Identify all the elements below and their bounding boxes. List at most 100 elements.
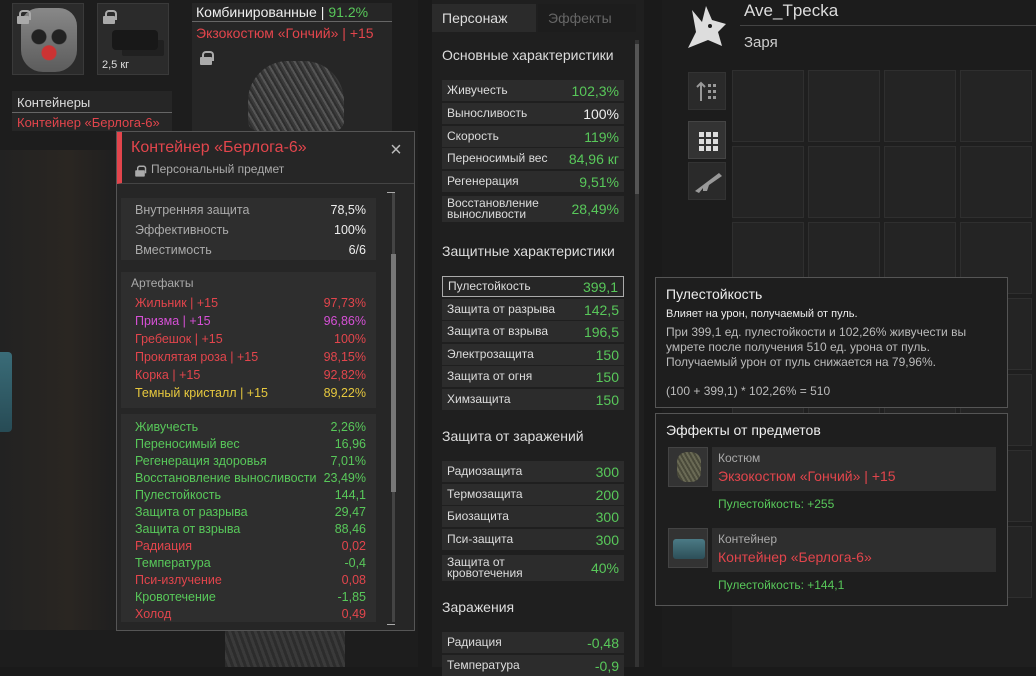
stat-row[interactable]: Защита от кровотечения 40% (442, 555, 624, 581)
tab-effects[interactable]: Эффекты (538, 4, 636, 32)
stat-row[interactable]: Выносливость 100% (442, 103, 624, 124)
popup-subtitle: Персональный предмет (151, 162, 285, 176)
inventory-cell[interactable] (960, 70, 1032, 142)
stat-label: Химзащита (447, 392, 511, 406)
stat-label: Живучесть (447, 83, 508, 97)
container-name: Контейнер «Берлога-6» (17, 115, 160, 130)
effect-row: Радиация 0,02 (121, 537, 376, 554)
stat-row[interactable]: Электрозащита 150 (442, 344, 624, 365)
lock-icon (17, 10, 31, 24)
inventory-cell[interactable] (960, 146, 1032, 218)
effect-label: Защита от взрыва (135, 521, 241, 536)
artifact-value: 96,86% (323, 314, 366, 328)
effect-value: 23,49% (323, 470, 366, 485)
popup-stat-label: Внутренняя защита (135, 203, 250, 217)
artifact-row[interactable]: Проклятая роза | +15 98,15% (121, 348, 376, 366)
artifact-row[interactable]: Корка | +15 92,82% (121, 366, 376, 384)
container-thumb-icon (668, 528, 708, 568)
stat-row[interactable]: Радиозащита 300 (442, 461, 624, 482)
stat-row[interactable]: Пулестойкость 399,1 (442, 276, 624, 297)
stat-label: Термозащита (447, 487, 523, 501)
mask-slot[interactable] (12, 3, 84, 75)
sort-button[interactable] (688, 72, 726, 110)
stat-row[interactable]: Защита от огня 150 (442, 366, 624, 387)
stat-row[interactable]: Химзащита 150 (442, 389, 624, 410)
stat-row[interactable]: Восстановление выносливости 28,49% (442, 196, 624, 222)
character-scrollbar[interactable] (635, 40, 639, 667)
stat-row[interactable]: Живучесть 102,3% (442, 80, 624, 101)
tooltip-detail-3: Получаемый урон от пуль снижается на 79,… (666, 355, 936, 369)
artifacts-label: Артефакты (131, 276, 194, 290)
tooltip-title: Пулестойкость (666, 286, 763, 302)
effect-label: Холод (135, 606, 172, 621)
effect-label: Восстановление выносливости (135, 470, 317, 485)
stat-value: 100% (583, 105, 619, 122)
popup-stats: Внутренняя защита 78,5% Эффективность 100% В… (121, 198, 376, 260)
stat-row[interactable]: Пси-защита 300 (442, 529, 624, 550)
stat-row[interactable]: Переносимый вес 84,96 кг (442, 148, 624, 169)
artifact-name: Жильник | +15 (135, 296, 219, 310)
stat-row[interactable]: Термозащита 200 (442, 484, 624, 505)
background-figure (0, 150, 116, 630)
inventory-cell[interactable] (884, 70, 956, 142)
artifact-name: Темный кристалл | +15 (135, 386, 268, 400)
inventory-cell[interactable] (808, 70, 880, 142)
containers-slot[interactable]: Контейнеры Контейнер «Берлога-6» (12, 91, 172, 131)
inventory-cell[interactable] (732, 70, 804, 142)
tab-character[interactable]: Персонаж (432, 4, 536, 32)
exosuit-legs (225, 630, 345, 667)
section-protective: Защитные характеристики (442, 243, 615, 259)
artifact-name: Проклятая роза | +15 (135, 350, 259, 364)
exosuit-icon (248, 61, 344, 131)
stat-label: Температура (447, 658, 520, 672)
stat-value: 300 (595, 508, 619, 525)
artifact-value: 100% (334, 332, 366, 346)
artifact-row[interactable]: Гребешок | +15 100% (121, 330, 376, 348)
stat-row[interactable]: Защита от взрыва 196,5 (442, 321, 624, 342)
tooltip-formula: (100 + 399,1) * 102,26% = 510 (666, 384, 831, 398)
inventory-cell[interactable] (732, 146, 804, 218)
player-faction: Заря (744, 34, 778, 51)
stat-value: 150 (595, 368, 619, 385)
stat-row[interactable]: Регенерация 9,51% (442, 171, 624, 192)
stat-label: Защита от разрыва (447, 302, 556, 316)
stat-row[interactable]: Биозащита 300 (442, 506, 624, 527)
lock-icon (103, 10, 117, 24)
grid-view-button[interactable] (688, 121, 726, 159)
effect-row: Пулестойкость 144,1 (121, 486, 376, 503)
popup-stat-value: 6/6 (348, 243, 366, 257)
stat-row[interactable]: Защита от разрыва 142,5 (442, 299, 624, 320)
stat-value: -0,48 (587, 634, 619, 651)
stat-value: 300 (595, 531, 619, 548)
armor-percent: 91.2% (328, 4, 369, 20)
effect-label: Радиация (135, 538, 193, 553)
artifact-value: 97,73% (323, 296, 366, 310)
stat-row[interactable]: Скорость 119% (442, 126, 624, 147)
containers-label: Контейнеры (12, 91, 172, 113)
artifact-row[interactable]: Призма | +15 96,86% (121, 312, 376, 330)
stat-value: 9,51% (579, 173, 619, 190)
device-slot[interactable]: 2,5 кг (97, 3, 169, 75)
stat-value: 142,5 (583, 301, 619, 318)
effect-row: Кровотечение -1,85 (121, 588, 376, 605)
effect-item-container[interactable]: Контейнер Контейнер «Берлога-6» Пулестой… (668, 528, 996, 600)
artifact-row[interactable]: Темный кристалл | +15 89,22% (121, 384, 376, 402)
effect-row: Восстановление выносливости 23,49% (121, 469, 376, 486)
armor-slot[interactable]: Комбинированные | 91.2% Экзокостюм «Гонч… (192, 3, 392, 131)
close-icon[interactable]: × (390, 139, 402, 161)
stat-row[interactable]: Радиация -0,48 (442, 632, 624, 653)
inventory-cell[interactable] (808, 146, 880, 218)
effect-item-suit[interactable]: Костюм Экзокостюм «Гончий» | +15 Пулесто… (668, 447, 996, 519)
weapon-filter-button[interactable] (688, 162, 726, 200)
artifact-row[interactable]: Жильник | +15 97,73% (121, 294, 376, 312)
popup-scrollbar[interactable] (391, 192, 396, 622)
effect-value: 16,96 (334, 436, 366, 451)
artifact-name: Гребешок | +15 (135, 332, 223, 346)
popup-artifacts: Артефакты Жильник | +15 97,73% Призма | +1… (121, 272, 376, 408)
item-effects-title: Эффекты от предметов (666, 422, 821, 438)
inventory-cell[interactable] (884, 146, 956, 218)
effect-label: Живучесть (135, 419, 199, 434)
stat-row[interactable]: Температура -0,9 (442, 655, 624, 676)
stat-value: 196,5 (583, 323, 619, 340)
effect-item-name: Экзокостюм «Гончий» | +15 (718, 468, 896, 484)
